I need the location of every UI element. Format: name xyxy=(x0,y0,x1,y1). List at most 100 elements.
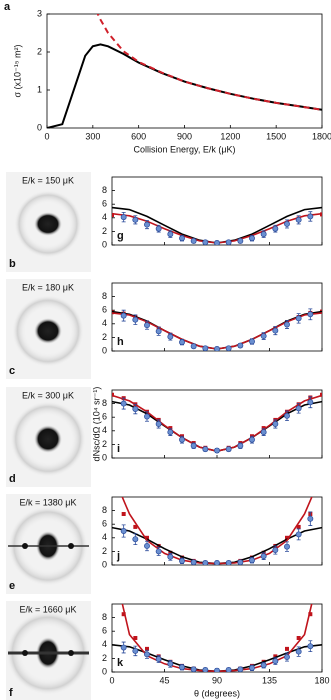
image-label: E/k = 150 μK xyxy=(22,175,74,185)
square-point xyxy=(112,392,114,397)
plot-area xyxy=(47,14,322,128)
image-label: E/k = 180 μK xyxy=(22,282,74,292)
data-point xyxy=(167,429,174,436)
curve xyxy=(121,497,313,565)
chart-panel: 0 2 4 6 8 j xyxy=(102,468,324,569)
curve xyxy=(112,212,322,244)
data-point xyxy=(202,560,209,565)
data-point xyxy=(155,548,162,555)
x-tick-label: 1200 xyxy=(220,131,240,141)
y-tick-label: 3 xyxy=(37,8,42,18)
data-point xyxy=(179,664,185,671)
square-point xyxy=(296,524,301,529)
x-tick-label: 135 xyxy=(262,675,277,685)
data-point xyxy=(214,240,220,245)
x-tick-label: 600 xyxy=(131,131,146,141)
data-point xyxy=(202,446,209,453)
data-point xyxy=(120,312,127,319)
chart-panel: 0 1 2 3 0 300 600 900 1200 1500 1800 Collision Ener… xyxy=(4,1,331,154)
chart-panel: 0 2 4 6 8 g xyxy=(102,176,323,249)
data-point xyxy=(132,406,139,412)
square-point xyxy=(285,646,289,651)
data-point xyxy=(249,664,255,671)
y-tick-label: 4 xyxy=(102,425,107,435)
panel-letter: b xyxy=(9,258,16,270)
data-point xyxy=(272,658,279,665)
data-point xyxy=(307,311,314,318)
plot-frame xyxy=(46,13,323,129)
x-tick-label: 1800 xyxy=(312,131,331,141)
data-point xyxy=(295,531,302,538)
data-point xyxy=(284,321,290,328)
panel-letter: f xyxy=(9,687,13,699)
data-point xyxy=(144,651,150,658)
data-point xyxy=(144,543,150,549)
y-tick-label: 6 xyxy=(102,412,107,422)
x-tick-label: 300 xyxy=(85,131,100,141)
y-tick-label: 2 xyxy=(102,439,107,449)
y-tick-label: 8 xyxy=(102,291,107,301)
square-point xyxy=(121,512,126,516)
plot-area xyxy=(112,392,322,454)
y-tick-label: 0 xyxy=(102,345,107,355)
data-point xyxy=(260,662,267,669)
data-point xyxy=(155,225,162,232)
curve xyxy=(112,526,322,565)
y-tick-label: 4 xyxy=(102,318,107,328)
plot-area xyxy=(112,468,324,565)
cloud-dot xyxy=(22,650,28,656)
x-tick-label: 180 xyxy=(314,675,329,685)
panel-letter: i xyxy=(117,443,120,455)
data-point xyxy=(167,333,174,340)
square-point xyxy=(145,535,149,540)
y-tick-label: 6 xyxy=(102,199,107,209)
data-point xyxy=(272,421,279,427)
data-point xyxy=(167,231,174,238)
image-panel: E/k = 1380 μK e xyxy=(6,494,91,594)
square-point xyxy=(168,550,173,555)
data-point xyxy=(237,442,244,449)
image-panel: E/k = 1660 μK f xyxy=(6,601,91,700)
image-label: E/k = 1660 μK xyxy=(20,604,77,614)
cloud-dot xyxy=(68,543,74,549)
data-point xyxy=(307,515,314,522)
data-point xyxy=(155,328,162,335)
data-point xyxy=(179,557,185,564)
plot-frame xyxy=(111,603,323,673)
square-point xyxy=(261,426,266,431)
cloud-dot xyxy=(22,543,28,549)
data-point xyxy=(155,421,162,427)
curve xyxy=(112,312,322,350)
data-point xyxy=(272,225,279,232)
y-tick-label: 4 xyxy=(102,532,107,542)
square-point xyxy=(121,612,126,617)
data-point xyxy=(202,345,209,351)
y-tick-label: 0 xyxy=(102,666,107,676)
data-point xyxy=(167,660,174,667)
atom-cloud xyxy=(34,212,62,236)
data-point xyxy=(260,553,267,560)
data-point xyxy=(202,239,209,245)
data-point xyxy=(132,647,139,654)
data-point xyxy=(225,667,232,672)
x-tick-label: 45 xyxy=(159,675,169,685)
data-point xyxy=(144,322,150,329)
curve xyxy=(112,310,322,350)
y-tick-label: 0 xyxy=(102,239,107,249)
data-point xyxy=(237,559,244,565)
y-tick-label: 8 xyxy=(102,612,107,622)
chart-panel: 0 2 4 6 8 h xyxy=(102,282,323,355)
data-point xyxy=(214,560,220,565)
data-point xyxy=(214,346,220,351)
y-tick-label: 8 xyxy=(102,185,107,195)
square-point xyxy=(320,468,324,472)
x-tick-label: 0 xyxy=(109,675,114,685)
y-tick-label: 8 xyxy=(102,505,107,515)
data-point xyxy=(284,654,290,660)
panel-letter: c xyxy=(9,365,15,377)
y-tick-label: 6 xyxy=(102,519,107,529)
y-tick-label: 2 xyxy=(102,226,107,236)
data-point xyxy=(155,656,162,663)
data-point xyxy=(225,446,232,453)
data-point xyxy=(190,442,197,449)
